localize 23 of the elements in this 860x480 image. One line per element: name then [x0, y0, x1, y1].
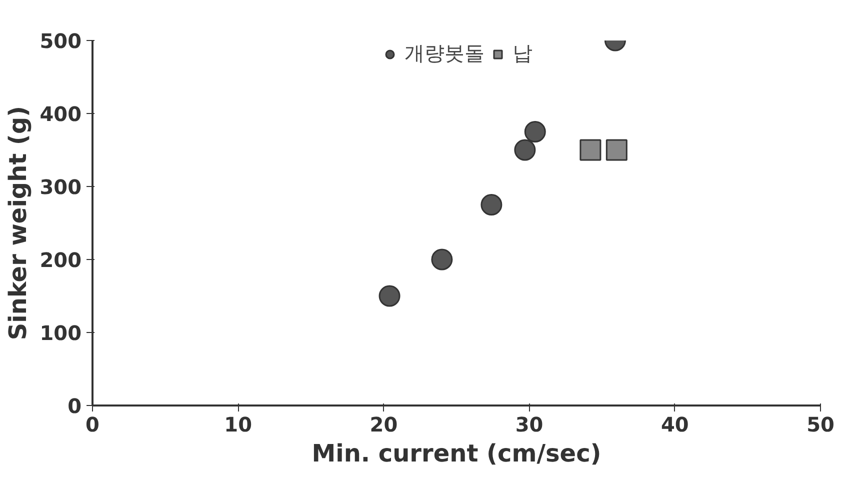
legend-label: 개량봇돌	[404, 40, 484, 67]
y-tick-label: 300	[40, 175, 82, 199]
y-tick-label: 400	[40, 102, 82, 126]
point	[580, 139, 602, 161]
x-tick-label: 0	[86, 412, 100, 436]
x-tick-label: 10	[224, 412, 252, 436]
x-tick-label: 50	[806, 412, 834, 436]
point	[524, 121, 546, 142]
point	[480, 194, 502, 216]
point	[606, 139, 628, 161]
x-tick-label: 20	[370, 412, 398, 436]
y-tick-label: 200	[40, 248, 82, 272]
legend-label: 납	[512, 40, 532, 67]
point	[378, 285, 400, 307]
x-axis-title: Min. current (cm/sec)	[312, 440, 602, 468]
y-tick-label: 500	[40, 29, 82, 53]
y-tick-label: 100	[40, 321, 82, 345]
y-tick-label: 0	[68, 394, 82, 418]
x-tick-label: 30	[515, 412, 544, 436]
point	[431, 248, 453, 270]
point	[514, 139, 536, 161]
y-axis-title: Sinker weight (g)	[4, 106, 32, 340]
x-tick-label: 40	[660, 412, 689, 436]
